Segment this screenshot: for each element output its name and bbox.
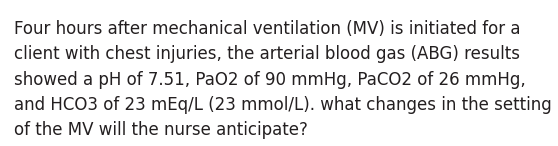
Text: Four hours after mechanical ventilation (MV) is initiated for a
client with ches: Four hours after mechanical ventilation … (14, 20, 552, 139)
